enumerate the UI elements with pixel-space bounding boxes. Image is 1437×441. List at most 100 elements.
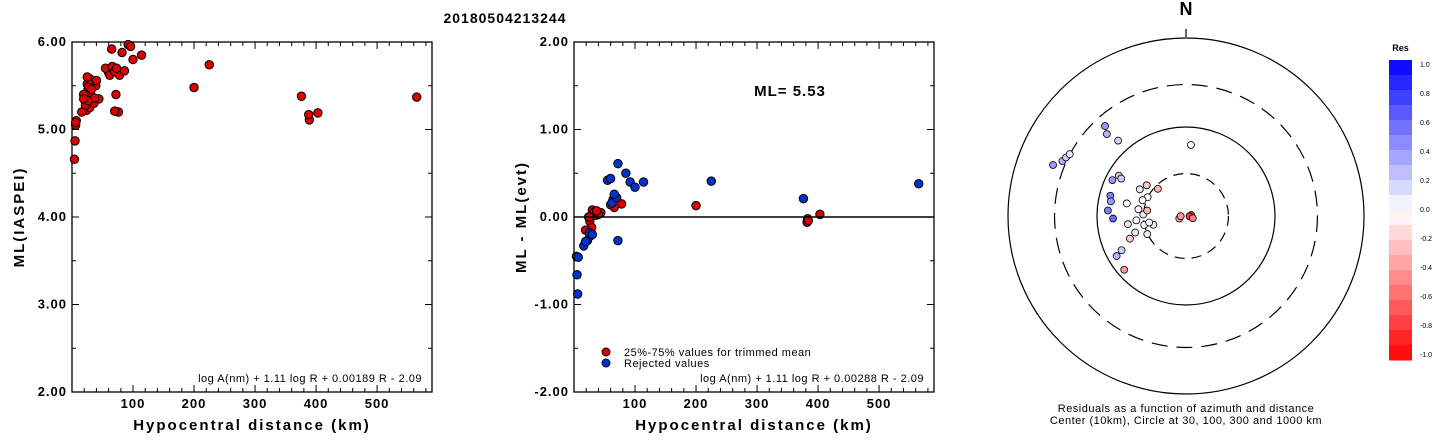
colorbar-cell [1389, 75, 1412, 91]
y-tick-label: 1.00 [540, 122, 569, 137]
map-caption: Center (10km), Circle at 30, 100, 300 an… [1050, 415, 1322, 427]
colorbar-cell [1389, 150, 1412, 166]
data-point [572, 289, 583, 299]
station-marker [1122, 199, 1131, 208]
circle-100km [1096, 126, 1276, 306]
colorbar-tick-label: -1.0 [1420, 352, 1432, 359]
station-marker [1106, 197, 1115, 206]
data-point [91, 75, 102, 86]
y-tick-label: -1.00 [534, 297, 569, 312]
colorbar-cell [1389, 210, 1412, 226]
colorbar-cell [1389, 300, 1412, 316]
colorbar-cell [1389, 315, 1412, 331]
north-label: N [1180, 0, 1193, 19]
colorbar-tick-label: 1.0 [1420, 62, 1430, 69]
formula-label: log A(nm) + 1.11 log R + 0.00189 R - 2.0… [198, 373, 422, 385]
circle-30km [1142, 172, 1230, 260]
data-point [691, 200, 701, 211]
data-point [412, 92, 422, 102]
data-point [613, 235, 623, 246]
residual-vs-distance-plot: -2.00 -1.00 0.00 1.00 2.00 100 200 300 400 500 Hyp… [513, 34, 935, 434]
data-point [136, 50, 147, 60]
colorbar-cell [1389, 120, 1412, 136]
y-tick-label: 2.00 [540, 34, 569, 49]
data-point [304, 109, 314, 120]
data-point [106, 44, 117, 54]
colorbar-cell [1389, 225, 1412, 241]
colorbar-cell [1389, 180, 1412, 196]
x-tick-label: 300 [243, 396, 268, 411]
y-tick-label: -2.00 [534, 384, 569, 399]
y-tick-label: 0.00 [540, 209, 569, 224]
data-point [70, 136, 80, 146]
data-point [609, 189, 619, 199]
data-point [70, 117, 81, 128]
y-tick-label: 2.00 [38, 384, 67, 399]
data-point [605, 173, 616, 184]
colorbar-cell [1389, 330, 1412, 346]
x-tick-label: 100 [623, 396, 648, 411]
station-marker [1102, 130, 1111, 138]
colorbar-cell [1389, 285, 1412, 301]
x-tick-label: 500 [365, 396, 390, 411]
x-tick-label: 400 [304, 396, 329, 411]
station-marker [1143, 206, 1152, 215]
station-marker [1153, 184, 1162, 193]
station-marker [1142, 181, 1151, 190]
data-point [616, 199, 627, 209]
colorbar-title: Res [1392, 43, 1409, 53]
data-point [86, 84, 97, 94]
x-tick-label: 200 [684, 396, 709, 411]
colorbar-cell [1389, 240, 1412, 256]
x-axis-label: Hypocentral distance (km) [133, 417, 371, 434]
station-marker [1188, 214, 1197, 223]
station-marker [1187, 141, 1195, 149]
formula-label: log A(nm) + 1.11 log R + 0.00288 R - 2.0… [700, 373, 924, 385]
circle-1000km [1007, 37, 1365, 395]
data-point [798, 193, 809, 204]
data-point [204, 60, 214, 70]
x-axis-label: Hypocentral distance (km) [635, 417, 873, 434]
colorbar-cell [1389, 255, 1412, 271]
station-marker [1123, 220, 1132, 229]
station-marker [1145, 218, 1154, 227]
station-marker [1114, 136, 1123, 145]
station-marker [1109, 214, 1117, 223]
colorbar-tick-label: -0.8 [1420, 323, 1432, 330]
colorbar-tick-label: 0.2 [1420, 178, 1430, 185]
x-tick-label: 300 [745, 396, 770, 411]
ml-value-label: ML= 5.53 [754, 83, 826, 100]
circle-300km [1053, 83, 1319, 349]
data-point [296, 91, 307, 101]
x-tick-label: 500 [867, 396, 892, 411]
station-marker [1143, 230, 1152, 238]
y-axis-label: ML - ML(evt) [513, 161, 530, 273]
y-tick-label: 6.00 [38, 34, 67, 49]
legend-marker [601, 358, 611, 368]
figure-title: 20180504213244 [443, 10, 566, 26]
data-point [78, 94, 89, 104]
colorbar-cell [1389, 60, 1412, 76]
data-point [111, 63, 122, 73]
station-marker [1101, 122, 1109, 130]
colorbar-cell [1389, 345, 1412, 361]
data-point [69, 154, 80, 164]
data-point [914, 179, 924, 189]
data-point [117, 47, 127, 58]
station-marker [1134, 205, 1143, 214]
station-marker [1103, 206, 1112, 215]
colorbar-cell [1389, 90, 1412, 106]
station-marker [1135, 185, 1144, 194]
y-tick-label: 4.00 [38, 209, 67, 224]
data-point [111, 89, 121, 100]
station-marker [1176, 212, 1185, 221]
colorbar-cell [1389, 270, 1412, 286]
data-point [119, 66, 130, 76]
data-point [580, 236, 591, 247]
data-point [125, 41, 136, 52]
map-caption: Residuals as a function of azimuth and d… [1058, 403, 1314, 415]
residual-azimuth-map: N Residuals as a function of azimuth and … [1007, 0, 1432, 427]
colorbar-tick-label: -0.4 [1420, 265, 1432, 272]
colorbar-tick-label: -0.2 [1420, 236, 1432, 243]
station-marker [1120, 265, 1129, 274]
